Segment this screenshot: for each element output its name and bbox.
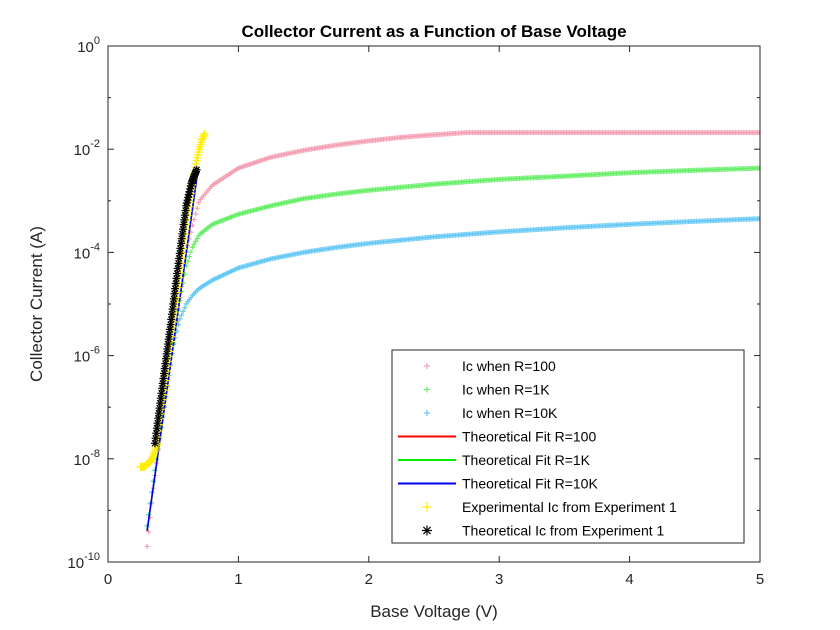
data-point <box>150 446 159 455</box>
data-point <box>182 305 188 311</box>
x-tick-label: 4 <box>625 571 633 588</box>
data-point <box>171 284 180 293</box>
legend-item-1: Ic when R=100 <box>424 358 556 374</box>
y-tick-label: 10-8 <box>74 448 100 469</box>
data-point <box>167 310 176 319</box>
data-point <box>177 234 186 243</box>
data-point <box>167 315 176 324</box>
x-tick-label: 1 <box>234 571 242 588</box>
data-point <box>149 450 158 459</box>
y-tick-label: 10-2 <box>74 138 100 159</box>
data-point <box>185 258 191 264</box>
legend-swatch <box>424 410 430 416</box>
legend-swatch <box>422 502 432 512</box>
data-point <box>153 419 162 428</box>
data-point <box>200 129 209 138</box>
legend-item-6: Theoretical Fit R=10K <box>398 476 598 492</box>
y-axis-label: Collector Current (A) <box>27 226 46 382</box>
legend-label: Ic when R=1K <box>462 382 550 398</box>
data-point <box>170 289 179 298</box>
data-point <box>166 320 175 329</box>
data-point <box>177 316 183 322</box>
data-point <box>150 448 159 457</box>
x-tick-label: 5 <box>756 571 764 588</box>
x-tick-label: 2 <box>365 571 373 588</box>
legend: Ic when R=100 Ic when R=1K Ic when R=10K Th… <box>391 349 745 544</box>
data-point <box>192 159 201 168</box>
data-point <box>172 274 181 283</box>
data-point <box>191 241 197 247</box>
legend-item-5: Theoretical Fit R=1K <box>398 452 591 468</box>
data-point <box>158 379 167 388</box>
data-point <box>188 249 194 255</box>
data-point <box>161 359 170 368</box>
series-2 <box>144 165 760 529</box>
data-point <box>196 200 202 206</box>
y-tick-label: 100 <box>77 35 100 56</box>
series-6 <box>146 169 199 532</box>
legend-item-7: Experimental Ic from Experiment 1 <box>422 499 677 515</box>
legend-item-4: Theoretical Fit R=100 <box>398 429 596 445</box>
series-line <box>146 169 199 532</box>
legend-box <box>391 349 745 544</box>
data-point <box>179 312 185 318</box>
legend-item-8: Theoretical Ic from Experiment 1 <box>422 523 665 539</box>
data-point <box>144 543 150 549</box>
data-point <box>180 308 186 314</box>
data-point <box>173 264 182 273</box>
data-point <box>193 238 199 244</box>
data-point <box>186 254 192 260</box>
data-point <box>756 130 760 136</box>
axes-layer: 0 1 2 3 4 5 10-10 10-8 10-6 10-4 10-2 100 <box>67 35 764 588</box>
y-tick-label: 10-10 <box>67 551 100 572</box>
legend-swatch <box>424 363 430 369</box>
chart-title: Collector Current as a Function of Base … <box>241 22 626 41</box>
legend-label: Ic when R=10K <box>462 405 558 421</box>
y-tick-label: 10-6 <box>74 345 100 366</box>
data-point <box>194 205 200 211</box>
legend-label: Ic when R=100 <box>462 358 556 374</box>
legend-label: Theoretical Fit R=1K <box>462 452 591 468</box>
legend-label: Experimental Ic from Experiment 1 <box>462 499 677 515</box>
data-point <box>199 131 208 140</box>
series-layer <box>136 129 760 549</box>
data-point <box>169 294 178 303</box>
data-point <box>194 236 200 242</box>
x-tick-label: 3 <box>495 571 503 588</box>
data-point <box>189 244 195 250</box>
legend-label: Theoretical Fit R=100 <box>462 429 596 445</box>
data-point <box>192 165 201 174</box>
data-point <box>157 389 166 398</box>
x-tick-label: 0 <box>104 571 112 588</box>
legend-label: Theoretical Fit R=10K <box>462 476 598 492</box>
y-tick-label: 10-4 <box>74 241 100 262</box>
data-point <box>151 444 160 453</box>
series-8 <box>150 165 201 448</box>
legend-label: Theoretical Ic from Experiment 1 <box>462 523 665 539</box>
legend-swatch <box>424 386 430 393</box>
x-axis-label: Base Voltage (V) <box>370 602 498 621</box>
legend-item-3: Ic when R=10K <box>424 405 558 421</box>
data-point <box>756 165 760 171</box>
legend-item-2: Ic when R=1K <box>424 382 550 398</box>
data-point <box>148 452 157 461</box>
legend-swatch <box>422 525 432 536</box>
data-point <box>168 305 177 314</box>
data-point <box>169 300 178 308</box>
data-point <box>193 211 199 217</box>
data-point <box>146 529 152 535</box>
data-point <box>756 216 760 222</box>
data-point <box>191 217 197 223</box>
